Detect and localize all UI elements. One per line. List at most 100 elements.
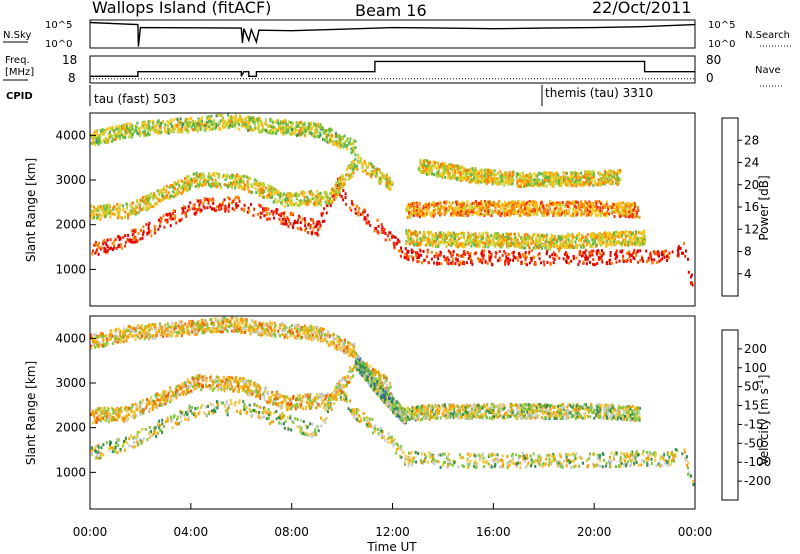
echo-cell xyxy=(428,170,431,174)
echo-cell xyxy=(172,125,174,129)
echo-cell xyxy=(433,164,436,168)
echo-cell xyxy=(331,187,334,191)
echo-cell xyxy=(457,176,460,180)
echo-cell xyxy=(354,146,357,150)
echo-cell xyxy=(279,121,282,125)
echo-cell xyxy=(461,208,464,212)
echo-cell xyxy=(209,119,212,123)
echo-cell xyxy=(505,257,508,261)
echo-cell xyxy=(386,173,388,176)
echo-cell xyxy=(636,206,639,210)
echo-cell xyxy=(481,232,484,236)
echo-cell xyxy=(621,233,624,237)
echo-cell xyxy=(255,191,258,195)
echo-cell xyxy=(272,186,275,190)
echo-cell xyxy=(487,174,489,178)
echo-cell xyxy=(204,182,207,186)
echo-cell xyxy=(199,124,201,128)
echo-cell xyxy=(213,172,216,175)
echo-cell xyxy=(108,204,111,207)
echo-cell xyxy=(489,242,492,246)
echo-cell xyxy=(597,239,600,243)
echo-cell xyxy=(504,235,507,239)
echo-cell xyxy=(354,157,357,161)
echo-cell xyxy=(565,244,568,248)
echo-cell xyxy=(106,245,109,249)
echo-cell xyxy=(220,207,223,211)
echo-cell xyxy=(592,249,595,253)
echo-cell xyxy=(595,200,598,204)
echo-cell xyxy=(422,230,425,234)
echo-cell xyxy=(500,242,503,246)
echo-cell xyxy=(644,241,646,245)
echo-cell xyxy=(195,210,198,214)
echo-cell xyxy=(326,129,329,133)
echo-cell xyxy=(313,201,316,205)
echo-cell xyxy=(100,214,103,218)
echo-cell xyxy=(224,174,226,178)
echo-cell xyxy=(284,218,287,222)
echo-cell xyxy=(365,221,368,225)
echo-cell xyxy=(169,184,172,188)
echo-cell xyxy=(344,140,347,144)
echo-cell xyxy=(350,151,353,155)
echo-cell xyxy=(127,233,130,237)
freq-left-label: Freq. xyxy=(5,55,30,66)
echo-cell xyxy=(258,203,261,207)
echo-cell xyxy=(446,256,449,260)
echo-cell xyxy=(213,122,216,125)
echo-cell xyxy=(425,255,428,259)
echo-cell xyxy=(653,258,656,262)
echo-cell xyxy=(334,142,337,146)
echo-cell xyxy=(558,256,561,260)
echo-cell xyxy=(506,260,509,264)
echo-cell xyxy=(302,190,305,194)
echo-cell xyxy=(196,129,199,133)
echo-cell xyxy=(285,131,288,135)
echo-cell xyxy=(485,182,488,186)
echo-cell xyxy=(633,233,636,237)
echo-cell xyxy=(188,207,190,211)
echo-cell xyxy=(206,121,208,125)
echo-cell xyxy=(615,240,618,244)
echo-cell xyxy=(581,210,584,214)
echo-cell xyxy=(118,210,120,214)
echo-cell xyxy=(196,182,199,186)
echo-cell xyxy=(117,235,120,239)
echo-cell xyxy=(429,211,432,215)
echo-cell xyxy=(634,232,637,236)
echo-cell xyxy=(149,120,152,123)
echo-cell xyxy=(115,209,118,213)
echo-cell xyxy=(433,204,436,208)
echo-cell xyxy=(131,124,134,128)
echo-cell xyxy=(611,205,613,209)
echo-cell xyxy=(649,254,652,258)
echo-cell xyxy=(561,243,564,247)
echo-cell xyxy=(511,203,514,207)
echo-cell xyxy=(181,186,184,190)
echo-cell xyxy=(200,116,203,120)
echo-cell xyxy=(451,201,454,205)
echo-cell xyxy=(623,243,626,247)
echo-cell xyxy=(690,275,692,279)
echo-cell xyxy=(453,235,456,239)
echo-cell xyxy=(128,128,131,132)
echo-cell xyxy=(306,128,309,132)
echo-cell xyxy=(552,174,555,178)
echo-cell xyxy=(182,122,185,126)
echo-cell xyxy=(630,236,633,240)
echo-cell xyxy=(109,215,112,219)
echo-cell xyxy=(440,262,443,266)
echo-cell xyxy=(363,169,366,173)
echo-cell xyxy=(462,171,465,175)
echo-cell xyxy=(451,251,453,255)
echo-cell xyxy=(193,207,196,211)
echo-cell xyxy=(663,253,665,256)
echo-cell xyxy=(307,202,310,206)
echo-cell xyxy=(262,185,265,188)
echo-cell xyxy=(462,255,465,258)
echo-cell xyxy=(595,235,598,239)
echo-cell xyxy=(139,229,142,233)
echo-cell xyxy=(588,251,591,255)
echo-cell xyxy=(437,206,439,209)
